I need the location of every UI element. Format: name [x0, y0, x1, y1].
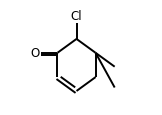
Text: O: O [31, 47, 40, 60]
Text: Cl: Cl [71, 10, 82, 23]
